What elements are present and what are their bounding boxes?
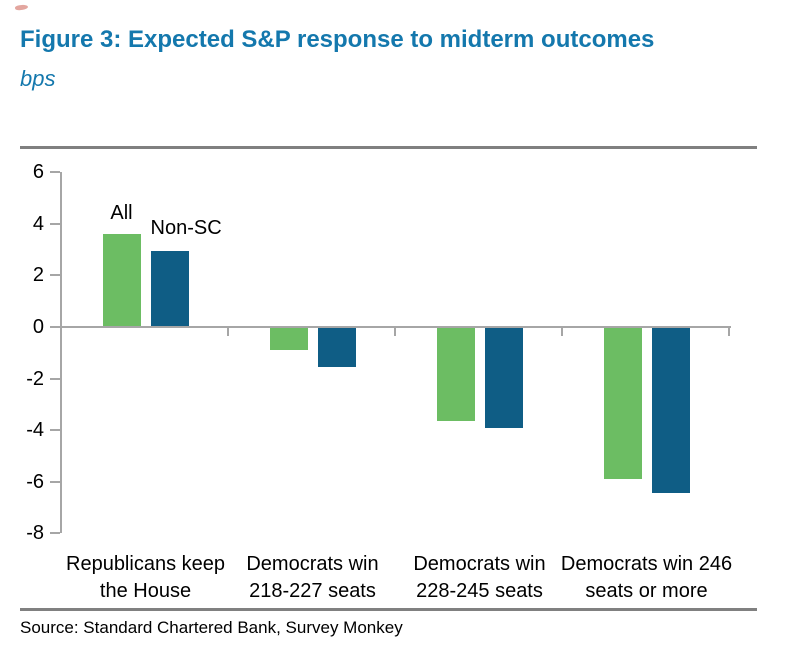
bar-non-sc (150, 250, 189, 327)
y-tick-label: 4 (32, 212, 44, 235)
y-tick-label: 2 (32, 264, 44, 287)
zero-line (62, 326, 731, 328)
x-axis-tick (394, 327, 396, 336)
bar-non-sc (317, 327, 356, 367)
bottom-rule (20, 608, 757, 611)
category-label-line: Democrats win 246 (560, 553, 733, 575)
bar-non-sc (484, 327, 523, 428)
figure-title: Figure 3: Expected S&P response to midte… (20, 26, 655, 53)
series-label-all: All (110, 202, 133, 225)
y-tick-label: -2 (26, 367, 44, 390)
series-label-non-sc: Non-SC (150, 216, 222, 239)
bar-all (102, 234, 141, 327)
bar-all (269, 327, 308, 351)
category-label: Democrats win 228-245 seats (388, 551, 572, 605)
x-axis-tick (561, 327, 563, 336)
top-rule (20, 146, 757, 149)
category-label-line: Republicans keep (66, 553, 225, 575)
y-tick-label: 6 (32, 161, 44, 184)
category-label: Democrats win 218-227 seats (221, 551, 405, 605)
category-label-line: Democrats win (413, 553, 546, 575)
figure-subtitle: bps (20, 66, 56, 91)
y-tick-label: -6 (26, 470, 44, 493)
bar-all (603, 327, 642, 480)
category-label-line: 218-227 seats (249, 580, 376, 602)
category-label-line: the House (99, 580, 192, 602)
y-tick (50, 429, 60, 432)
y-tick (50, 326, 60, 328)
bar-all (436, 327, 475, 422)
x-axis-tick (728, 327, 730, 336)
y-tick (50, 222, 60, 225)
y-tick (50, 274, 60, 277)
y-tick-label: -4 (26, 419, 44, 442)
category-label-line: Democrats win (246, 553, 379, 575)
category-label-line: 228-245 seats (416, 580, 543, 602)
y-axis-line (60, 172, 62, 534)
y-tick-label: 0 (32, 316, 44, 338)
bar-non-sc (651, 327, 690, 494)
source-note: Source: Standard Chartered Bank, Survey … (20, 618, 403, 637)
y-tick (50, 171, 60, 174)
y-tick (50, 532, 60, 535)
y-tick-label: -8 (26, 522, 44, 545)
y-tick (50, 377, 60, 380)
category-label: Republicans keep the House (54, 551, 238, 605)
category-label-line: seats or more (585, 580, 708, 602)
x-axis-tick (227, 327, 229, 336)
y-tick (50, 480, 60, 483)
category-label: Democrats win 246 seats or more (555, 551, 739, 605)
